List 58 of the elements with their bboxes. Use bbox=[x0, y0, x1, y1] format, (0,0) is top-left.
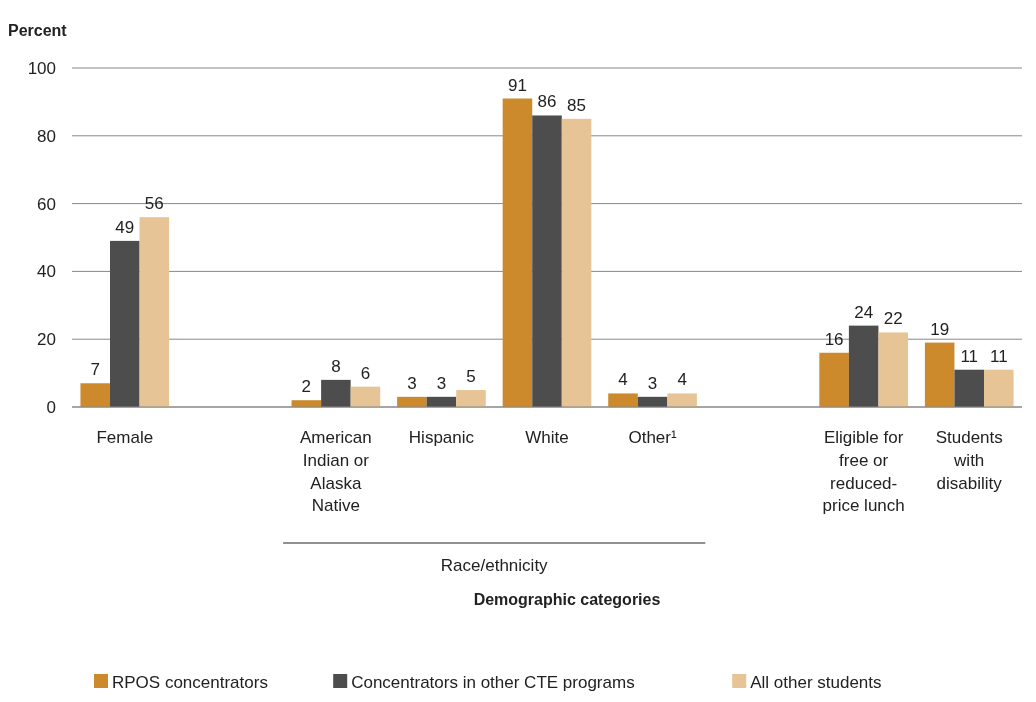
data-label: 3 bbox=[647, 373, 658, 393]
data-label: 3 bbox=[436, 373, 447, 393]
x-tick-label: American Indian or Alaska Native bbox=[299, 427, 372, 516]
data-label: 16 bbox=[824, 329, 844, 349]
legend-label: All other students bbox=[750, 673, 882, 692]
x-axis-title: Demographic categories bbox=[473, 591, 661, 608]
x-tick-label: White bbox=[525, 427, 569, 447]
bar bbox=[819, 352, 849, 407]
bar bbox=[456, 390, 486, 407]
data-label: 56 bbox=[144, 194, 164, 214]
bar bbox=[667, 393, 697, 407]
data-label: 91 bbox=[507, 75, 527, 95]
y-tick-label: 20 bbox=[37, 330, 56, 350]
y-tick-label: 40 bbox=[37, 262, 56, 282]
bar bbox=[110, 240, 140, 407]
bar bbox=[350, 386, 381, 407]
data-label: 11 bbox=[960, 346, 979, 366]
data-label: 2 bbox=[301, 377, 312, 397]
data-label: 4 bbox=[618, 370, 628, 390]
bar bbox=[80, 383, 110, 407]
y-axis-title: Percent bbox=[8, 22, 68, 39]
legend-label: RPOS concentrators bbox=[112, 673, 268, 692]
bar bbox=[954, 369, 984, 407]
bar bbox=[502, 98, 533, 407]
x-tick-label: Eligible for free or reduced-price lunch bbox=[822, 427, 905, 516]
legend-label: Concentrators in other CTE programs bbox=[351, 673, 635, 692]
bar bbox=[924, 342, 955, 407]
data-label: 5 bbox=[466, 367, 476, 387]
bar bbox=[848, 325, 879, 407]
data-label: 22 bbox=[883, 309, 903, 329]
bar bbox=[984, 369, 1014, 407]
bar bbox=[532, 115, 562, 407]
bar bbox=[139, 217, 170, 407]
data-label: 8 bbox=[331, 356, 341, 376]
y-tick-label: 0 bbox=[46, 397, 56, 417]
y-tick-label: 80 bbox=[37, 126, 56, 146]
data-label: 7 bbox=[90, 360, 100, 380]
x-tick-label: Students with disability bbox=[935, 427, 1003, 493]
text: Race/ethnicity bbox=[440, 556, 549, 575]
bar bbox=[561, 118, 592, 407]
bar bbox=[878, 332, 908, 407]
data-label: 49 bbox=[115, 217, 135, 237]
data-label: 4 bbox=[677, 370, 687, 390]
data-label: 3 bbox=[407, 373, 417, 393]
x-tick-label: Other¹ bbox=[628, 427, 677, 447]
y-tick-label: 60 bbox=[37, 194, 56, 214]
data-label: 85 bbox=[567, 95, 587, 115]
data-label: 24 bbox=[854, 302, 874, 322]
y-tick-label: 100 bbox=[27, 58, 56, 78]
x-tick-label: Female bbox=[96, 427, 154, 447]
data-label: 11 bbox=[989, 346, 1008, 366]
data-label: 6 bbox=[360, 363, 371, 383]
bar bbox=[608, 393, 638, 407]
bar bbox=[397, 396, 427, 407]
bar bbox=[321, 379, 351, 407]
x-tick-label: Hispanic bbox=[408, 427, 475, 447]
data-label: 19 bbox=[930, 319, 950, 339]
data-label: 86 bbox=[537, 92, 557, 112]
